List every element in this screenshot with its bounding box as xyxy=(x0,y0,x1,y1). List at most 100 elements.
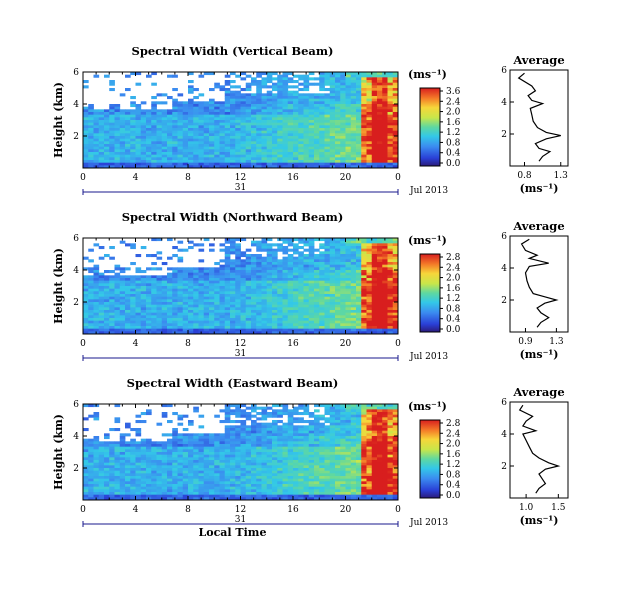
heatmap-cell xyxy=(387,240,394,244)
heatmap-cell xyxy=(240,444,247,448)
heatmap-cell xyxy=(335,307,341,311)
heatmap-cell xyxy=(230,294,236,298)
heatmap-cell xyxy=(235,465,241,469)
heatmap-cell xyxy=(156,294,163,298)
heatmap-cell xyxy=(282,291,289,295)
heatmap-cell xyxy=(214,280,220,284)
heatmap-cell xyxy=(382,133,388,137)
heatmap-cell xyxy=(109,136,115,140)
heatmap-cell xyxy=(182,120,189,124)
heatmap-cell xyxy=(251,476,257,480)
heatmap-cell xyxy=(361,104,367,108)
heatmap-cell xyxy=(119,157,126,161)
heatmap-cell xyxy=(177,114,184,118)
heatmap-cell xyxy=(151,489,157,493)
heatmap-cell xyxy=(130,144,136,148)
avg-x-tick-label: 0.9 xyxy=(518,337,533,347)
heatmap-cell xyxy=(172,470,178,474)
heatmap-cell xyxy=(156,462,163,466)
heatmap-cell xyxy=(361,141,367,145)
heatmap-cell xyxy=(230,104,236,108)
heatmap-cell xyxy=(350,80,357,84)
heatmap-cell xyxy=(245,154,252,158)
heatmap-cell xyxy=(198,160,205,164)
heatmap-cell xyxy=(303,82,310,86)
heatmap-cell xyxy=(214,302,220,306)
heatmap-cell xyxy=(256,460,262,464)
heatmap-cell xyxy=(282,256,289,260)
x-tick-label: 12 xyxy=(235,339,246,349)
heatmap-cell xyxy=(135,117,142,121)
heatmap-cell xyxy=(214,486,220,490)
heatmap-cell xyxy=(261,117,268,121)
heatmap-cell xyxy=(303,114,310,118)
heatmap-cell xyxy=(287,96,294,100)
heatmap-cell xyxy=(146,476,152,480)
heatmap-cell xyxy=(382,243,388,247)
heatmap-cell xyxy=(245,88,252,92)
heatmap-cell xyxy=(224,278,231,282)
heatmap-cell xyxy=(366,112,373,116)
heatmap-cell xyxy=(104,120,110,124)
heatmap-cell xyxy=(188,422,194,426)
heatmap-cell xyxy=(219,433,226,437)
heatmap-cell xyxy=(172,117,178,121)
heatmap-cell xyxy=(203,133,210,137)
heatmap-cell xyxy=(119,291,126,295)
heatmap-cell xyxy=(350,101,357,105)
heatmap-cell xyxy=(282,288,289,292)
heatmap-cell xyxy=(182,109,189,113)
heatmap-cell xyxy=(109,246,115,250)
heatmap-cell xyxy=(382,278,388,282)
heatmap-cell xyxy=(177,144,184,148)
heatmap-cell xyxy=(371,130,378,134)
heatmap-cell xyxy=(230,72,236,76)
heatmap-cell xyxy=(340,320,346,324)
heatmap-cell xyxy=(261,240,268,244)
heatmap-cell xyxy=(345,125,352,129)
heatmap-cell xyxy=(177,331,184,335)
heatmap-cell xyxy=(146,267,152,271)
heatmap-cell xyxy=(256,302,262,306)
heatmap-cell xyxy=(135,294,142,298)
heatmap-cell xyxy=(240,144,247,148)
heatmap-cell xyxy=(350,270,357,274)
heatmap-cell xyxy=(240,307,247,311)
heatmap-cell xyxy=(308,72,315,76)
heatmap-cell xyxy=(335,251,341,255)
heatmap-cell xyxy=(340,272,346,276)
heatmap-cell xyxy=(314,98,320,102)
heatmap-cell xyxy=(177,444,184,448)
heatmap-cell xyxy=(98,288,105,292)
heatmap-cell xyxy=(350,320,357,324)
heatmap-cell xyxy=(335,280,341,284)
heatmap-cell xyxy=(109,125,115,129)
heatmap-cell xyxy=(230,312,236,316)
heatmap-cell xyxy=(272,149,278,153)
heatmap-cell xyxy=(387,165,394,169)
heatmap-cell xyxy=(266,128,273,132)
heatmap-cell xyxy=(371,286,378,290)
heatmap-cell xyxy=(277,146,283,150)
heatmap-cell xyxy=(240,141,247,145)
heatmap-cell xyxy=(272,304,278,308)
heatmap-cell xyxy=(371,256,378,260)
heatmap-cell xyxy=(93,446,100,450)
heatmap-cell xyxy=(340,331,346,335)
heatmap-cell xyxy=(387,259,394,263)
heatmap-cell xyxy=(88,283,94,287)
heatmap-cell xyxy=(119,454,126,458)
heatmap-cell xyxy=(287,299,294,303)
heatmap-cell xyxy=(135,302,142,306)
heatmap-cell xyxy=(340,312,346,316)
heatmap-cell xyxy=(198,278,205,282)
heatmap-cell xyxy=(130,470,136,474)
heatmap-cell xyxy=(140,494,147,498)
heatmap-cell xyxy=(109,160,115,164)
heatmap-cell xyxy=(350,254,357,258)
heatmap-cell xyxy=(261,444,268,448)
heatmap-cell xyxy=(188,146,194,150)
heatmap-cell xyxy=(214,267,220,271)
heatmap-cell xyxy=(261,98,268,102)
heatmap-cell xyxy=(308,138,315,142)
